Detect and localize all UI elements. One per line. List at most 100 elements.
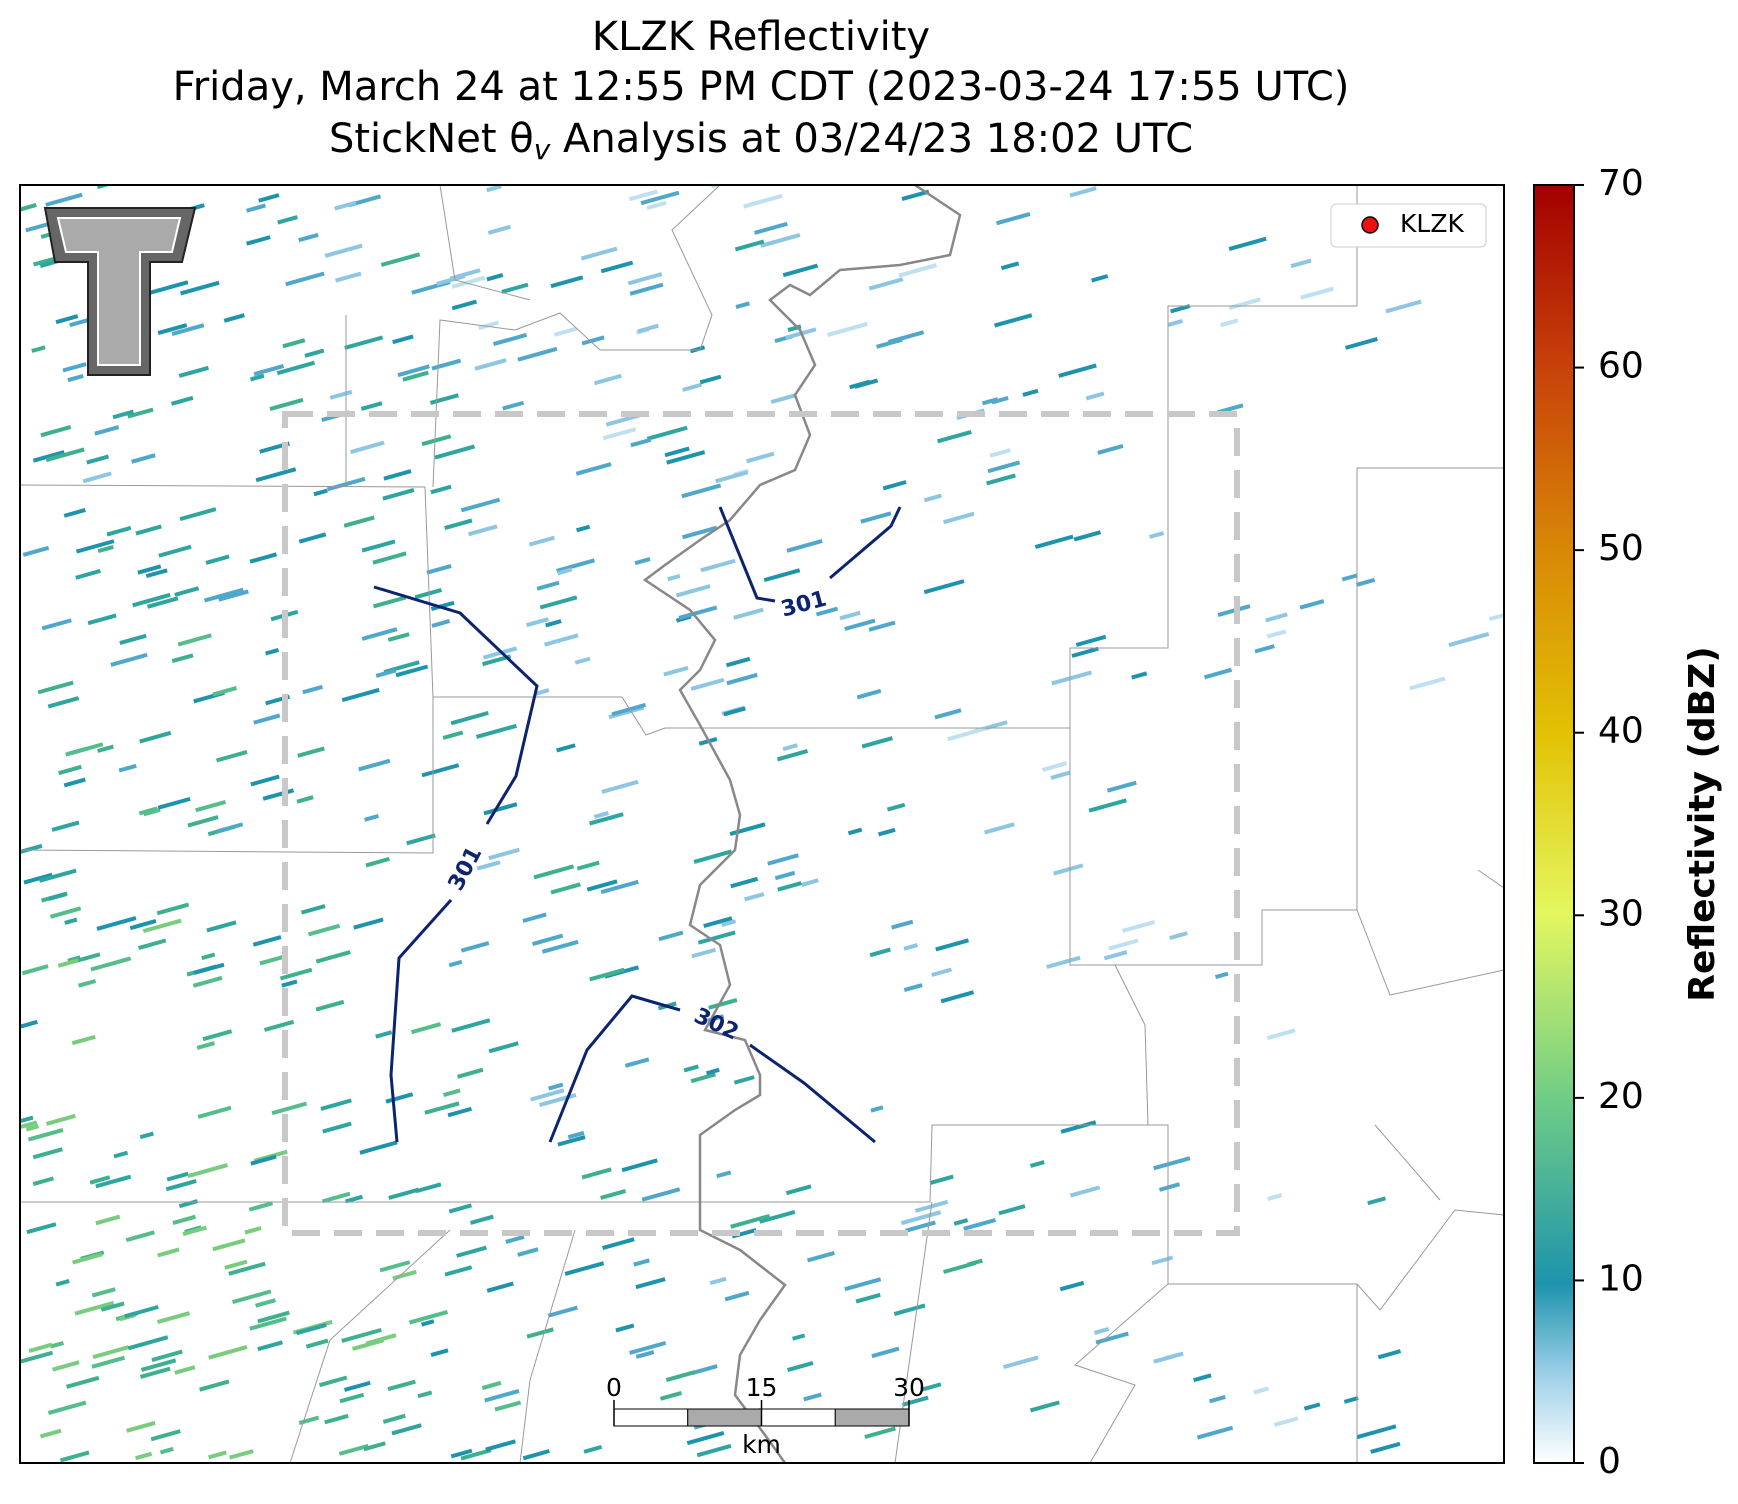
- echo: [442, 730, 464, 740]
- echo: [313, 488, 328, 497]
- echo: [826, 321, 868, 337]
- echo: [246, 235, 271, 246]
- county-line: [1374, 1124, 1441, 1201]
- echo: [1085, 391, 1105, 401]
- echo: [20, 1019, 38, 1029]
- echo: [531, 933, 564, 946]
- colorbar-tick-label: 10: [1598, 1258, 1644, 1299]
- echo: [886, 802, 906, 812]
- echo: [801, 878, 819, 887]
- echo: [363, 1441, 386, 1452]
- echo: [174, 586, 200, 597]
- echo: [937, 429, 972, 444]
- scale-bar-segment: [761, 1408, 836, 1427]
- echo: [218, 589, 249, 602]
- echo: [91, 1287, 116, 1298]
- echo: [1002, 1355, 1039, 1370]
- echo: [746, 451, 775, 464]
- echo: [257, 1310, 290, 1324]
- echo: [893, 1303, 926, 1316]
- echo: [934, 708, 962, 720]
- analysis-domain: [282, 411, 1240, 1236]
- echo: [611, 702, 647, 717]
- echo: [1091, 274, 1109, 283]
- echo: [110, 652, 148, 667]
- echo: [1029, 1400, 1060, 1413]
- echo: [993, 313, 1033, 328]
- echo: [1108, 938, 1139, 951]
- echo: [157, 1247, 180, 1258]
- echo: [305, 1338, 329, 1349]
- echo: [231, 1289, 272, 1305]
- echo: [197, 1105, 232, 1119]
- echo: [691, 947, 717, 959]
- echo: [530, 1088, 565, 1102]
- echo: [430, 1348, 449, 1357]
- echo: [709, 1276, 727, 1286]
- echo: [574, 656, 591, 665]
- echo: [139, 1366, 171, 1379]
- echo: [64, 917, 78, 925]
- echo: [517, 346, 558, 362]
- echo: [457, 1067, 484, 1079]
- echo: [943, 511, 975, 525]
- echo: [158, 544, 192, 558]
- echo: [601, 779, 639, 794]
- echo: [302, 684, 324, 695]
- echo: [193, 962, 225, 975]
- scale-bar-label: 0: [606, 1373, 622, 1402]
- echo: [743, 193, 783, 209]
- echo: [182, 1225, 207, 1236]
- echo: [600, 1188, 627, 1200]
- echo: [28, 1342, 53, 1353]
- echo: [246, 203, 266, 213]
- echo: [25, 1124, 40, 1132]
- echo: [387, 1379, 416, 1392]
- echo: [87, 613, 117, 626]
- echo: [664, 446, 690, 458]
- river: [642, 185, 962, 1463]
- echo: [320, 1098, 352, 1111]
- echo: [475, 723, 517, 739]
- county-line: [1114, 964, 1149, 1126]
- echo: [785, 1184, 812, 1196]
- echo: [501, 282, 529, 294]
- echo: [1148, 531, 1165, 539]
- echo: [696, 1443, 732, 1458]
- echo: [321, 1191, 351, 1204]
- echo: [891, 919, 914, 930]
- echo: [1355, 577, 1376, 587]
- echo: [353, 917, 384, 930]
- echo: [329, 389, 353, 400]
- echo: [137, 564, 162, 575]
- echo: [177, 633, 212, 647]
- echo: [119, 633, 147, 646]
- echo: [675, 584, 711, 598]
- echo: [815, 606, 839, 617]
- echo: [1060, 1120, 1097, 1134]
- echo: [488, 1041, 519, 1054]
- echo: [406, 833, 436, 846]
- echo: [556, 558, 596, 573]
- echo: [298, 532, 327, 544]
- echo: [358, 758, 391, 772]
- echo: [90, 956, 132, 972]
- echo: [903, 983, 923, 993]
- echo: [666, 450, 706, 465]
- echo: [589, 967, 625, 982]
- echo: [127, 407, 154, 419]
- echo: [615, 1323, 635, 1333]
- echo: [206, 920, 237, 933]
- echo: [322, 1121, 352, 1134]
- echo: [344, 1194, 364, 1204]
- echo: [295, 1322, 327, 1336]
- echo: [146, 596, 179, 609]
- echo: [382, 488, 415, 501]
- subtitle-part: StickNet θ: [329, 116, 534, 162]
- echo: [1196, 1425, 1234, 1440]
- echo: [637, 323, 659, 334]
- scale-bar-segment: [687, 1408, 762, 1427]
- echo: [145, 568, 168, 579]
- echo: [253, 364, 285, 377]
